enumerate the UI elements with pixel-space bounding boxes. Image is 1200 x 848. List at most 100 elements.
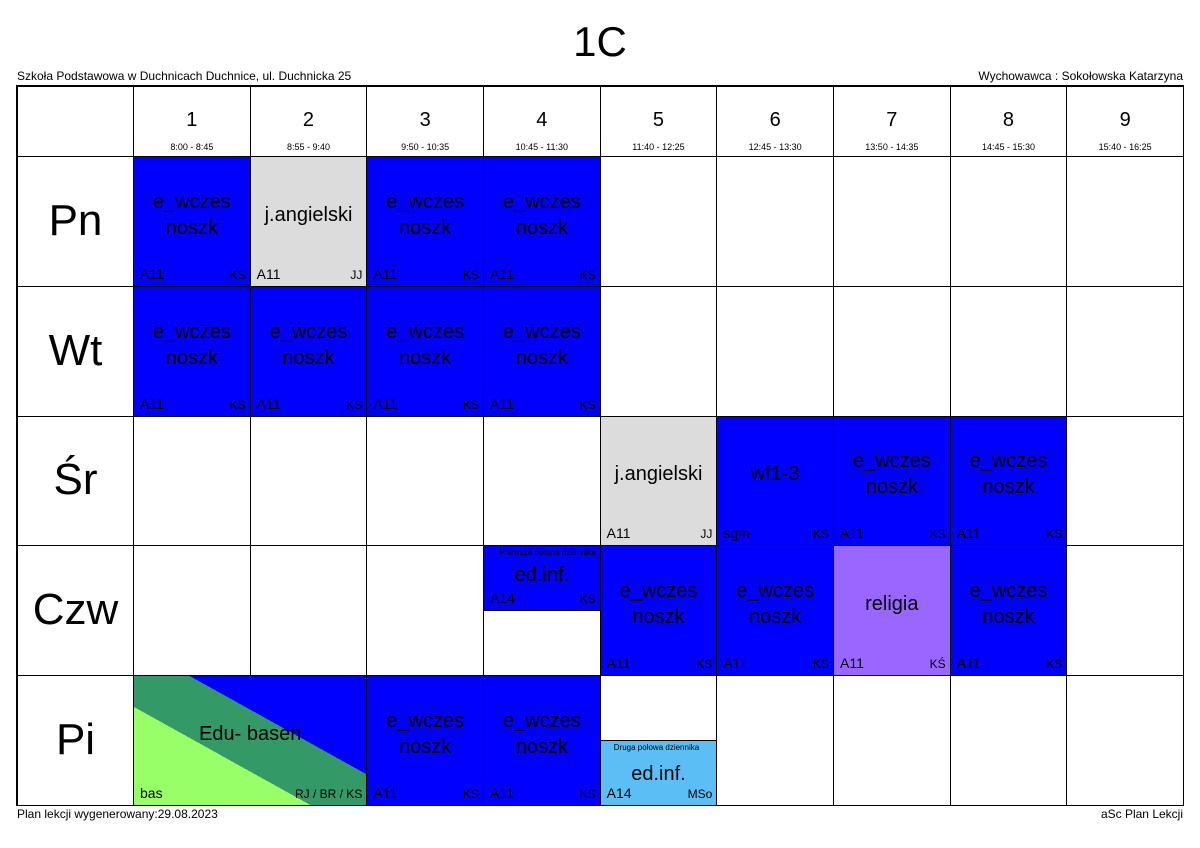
lesson-subject: e_wczes noszk (502, 710, 581, 759)
generated: Plan lekcji wygenerowany:29.08.2023 (17, 807, 218, 821)
lesson-subject: Edu- basen (199, 723, 302, 746)
lesson-room: A11 (840, 525, 864, 542)
period-header: 7 13:50 - 14:35 (833, 85, 951, 157)
empty-cell (949, 156, 1068, 287)
lesson: wf1-3 sgm KS (716, 415, 834, 547)
empty-cell (1066, 156, 1184, 287)
lesson-room: sgm (723, 525, 750, 542)
lesson-teacher: KS (812, 527, 829, 542)
empty-cell (483, 415, 601, 547)
lesson-room: A11 (140, 265, 164, 282)
lesson-room: A11 (490, 265, 514, 282)
lesson-subject: e_wczes noszk (386, 320, 465, 369)
period-number: 8 (1002, 109, 1015, 131)
lesson-subject: e_wczes noszk (969, 450, 1048, 499)
period-header: 9 15:40 - 16:25 (1066, 85, 1184, 157)
period-time: 15:40 - 16:25 (1098, 142, 1152, 152)
lesson-subject: e_wczes noszk (736, 580, 815, 629)
period-number: 9 (1119, 109, 1131, 131)
lesson-subject: e_wczes noszk (386, 190, 465, 239)
period-number: 1 (186, 109, 198, 131)
lesson: Pierwsza połowa dziennika ed.inf. A14 KS (483, 545, 601, 612)
period-header: 1 8:00 - 8:45 (133, 85, 251, 157)
lesson-subject: wf1-3 (750, 463, 800, 486)
day-header: Śr (16, 415, 134, 547)
empty-cell (249, 545, 368, 677)
corner-cell (16, 85, 134, 157)
lesson: e_wczes noszk A11 KS (949, 415, 1068, 547)
lesson-teacher: KS (579, 267, 596, 282)
lesson-room: A11 (723, 655, 748, 672)
lesson: e_wczes noszk A11 KS (483, 675, 601, 806)
lesson-teacher: KS (696, 657, 713, 672)
lesson: e_wczes noszk A11 KS (833, 415, 951, 547)
period-time: 12:45 - 13:30 (748, 142, 802, 152)
empty-cell (716, 675, 834, 806)
empty-cell (716, 156, 834, 287)
empty-cell (249, 415, 368, 547)
empty-cell (833, 285, 951, 417)
lesson: e_wczes noszk A11 KS (366, 156, 484, 287)
lesson: e_wczes noszk A11 KS (366, 285, 484, 417)
empty-cell (1066, 285, 1184, 417)
title: 1C (573, 18, 627, 65)
period-number: 4 (536, 109, 548, 131)
lesson: e_wczes noszk A11 KS (249, 285, 368, 417)
day-header: Pi (16, 675, 134, 806)
lesson-room: A11 (373, 784, 398, 801)
lesson: e_wczes noszk A11 KS (716, 545, 834, 677)
lesson-note: Pierwsza połowa dziennika (499, 548, 596, 558)
lesson-teacher: KS (929, 527, 946, 542)
period-number: 7 (886, 109, 898, 131)
lesson-room: A11 (256, 265, 281, 282)
lesson-teacher: KS (229, 267, 246, 282)
period-header: 2 8:55 - 9:40 (249, 85, 368, 157)
lesson-subject: j.angielski (264, 203, 353, 226)
lesson-subject: e_wczes noszk (502, 190, 581, 239)
period-number: 6 (769, 109, 781, 131)
day-header: Wt (16, 285, 134, 417)
lesson: e_wczes noszk A11 KS (599, 545, 718, 677)
empty-cell (366, 545, 484, 677)
lesson-subject: j.angielski (614, 463, 703, 486)
lesson: j.angielski A11 JJ (599, 415, 718, 547)
school: Szkoła Podstawowa w Duchnicach Duchnice,… (17, 69, 352, 83)
day-name: Czw (32, 585, 119, 635)
lesson-teacher: KS (1046, 657, 1063, 672)
lesson-teacher: KS (1046, 527, 1063, 542)
lesson-subject: e_wczes noszk (152, 320, 231, 369)
empty-cell (599, 156, 718, 287)
lesson-room: A11 (956, 525, 981, 542)
period-number: 2 (302, 109, 315, 131)
period-time: 10:45 - 11:30 (515, 142, 569, 152)
lesson-teacher: KS (812, 657, 829, 672)
lesson-subject: ed.inf. (631, 763, 686, 786)
empty-cell (133, 415, 251, 547)
lesson-teacher: KS (462, 786, 479, 801)
empty-cell (1066, 545, 1184, 677)
lesson-teacher: KS (579, 397, 596, 412)
lesson: e_wczes noszk A11 KS (483, 285, 601, 417)
period-header: 6 12:45 - 13:30 (716, 85, 834, 157)
period-time: 14:45 - 15:30 (981, 142, 1035, 152)
empty-cell (833, 156, 951, 287)
lesson-teacher: KS (579, 592, 596, 607)
lesson-subject: religia (865, 593, 919, 616)
period-number: 3 (419, 109, 431, 131)
lesson-teacher: KS (229, 397, 246, 412)
lesson-room: A11 (373, 265, 398, 282)
empty-cell (833, 675, 951, 806)
lesson: e_wczes noszk A11 KS (949, 545, 1068, 677)
empty-cell (949, 285, 1068, 417)
lesson: e_wczes noszk A11 KS (133, 156, 251, 287)
day-name: Pi (55, 715, 96, 765)
empty-cell (716, 285, 834, 417)
lesson-room: A11 (490, 395, 514, 412)
lesson: j.angielski A11 JJ (249, 156, 368, 287)
day-name: Śr (53, 455, 98, 505)
period-time: 11:40 - 12:25 (632, 142, 685, 152)
period-number: 5 (652, 109, 665, 131)
empty-cell (1066, 675, 1184, 806)
lesson-subject: e_wczes noszk (269, 320, 348, 369)
